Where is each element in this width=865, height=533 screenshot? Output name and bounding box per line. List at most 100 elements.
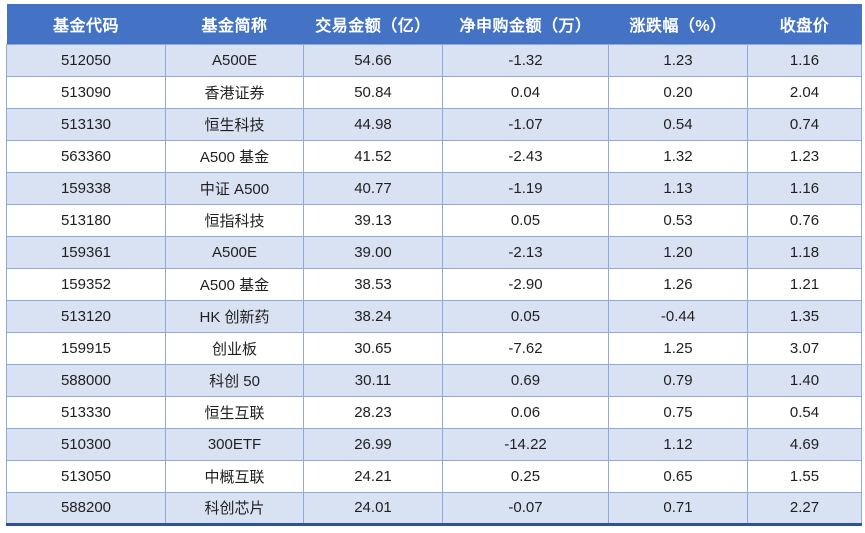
cell-fund-name: 中概互联 [165, 459, 304, 493]
table-row: 513130 恒生科技 44.98 -1.07 0.54 0.74 [6, 107, 862, 141]
cell-trade-amount: 40.77 [303, 171, 443, 205]
cell-change-pct: 0.79 [608, 363, 748, 397]
cell-trade-amount: 38.53 [303, 267, 443, 301]
cell-fund-code: 512050 [6, 43, 166, 77]
cell-change-pct: 0.65 [608, 459, 748, 493]
cell-trade-amount: 24.21 [303, 459, 443, 493]
cell-net-purchase-amount: -0.07 [442, 491, 609, 525]
cell-trade-amount: 38.24 [303, 299, 443, 333]
cell-fund-code: 510300 [6, 427, 166, 461]
cell-net-purchase-amount: 0.04 [442, 75, 609, 109]
cell-close-price: 2.04 [747, 75, 862, 109]
table-row: 159352 A500 基金 38.53 -2.90 1.26 1.21 [6, 267, 862, 301]
cell-fund-code: 513330 [6, 395, 166, 429]
cell-net-purchase-amount: -2.43 [442, 139, 609, 173]
cell-fund-code: 513050 [6, 459, 166, 493]
cell-change-pct: 0.53 [608, 203, 748, 237]
cell-net-purchase-amount: -2.90 [442, 267, 609, 301]
cell-close-price: 4.69 [747, 427, 862, 461]
cell-change-pct: 0.54 [608, 107, 748, 141]
cell-trade-amount: 54.66 [303, 43, 443, 77]
cell-net-purchase-amount: 0.25 [442, 459, 609, 493]
table-row: 513050 中概互联 24.21 0.25 0.65 1.55 [6, 459, 862, 493]
cell-change-pct: 1.32 [608, 139, 748, 173]
table-row: 563360 A500 基金 41.52 -2.43 1.32 1.23 [6, 139, 862, 173]
cell-close-price: 1.18 [747, 235, 862, 269]
cell-fund-name: 恒指科技 [165, 203, 304, 237]
cell-close-price: 0.76 [747, 203, 862, 237]
column-header-close-price: 收盘价 [747, 4, 862, 44]
cell-fund-code: 159352 [6, 267, 166, 301]
cell-net-purchase-amount: -1.07 [442, 107, 609, 141]
cell-change-pct: 1.23 [608, 43, 748, 77]
cell-trade-amount: 41.52 [303, 139, 443, 173]
cell-close-price: 1.21 [747, 267, 862, 301]
cell-change-pct: 0.71 [608, 491, 748, 525]
cell-change-pct: 1.26 [608, 267, 748, 301]
cell-close-price: 1.55 [747, 459, 862, 493]
cell-fund-code: 159338 [6, 171, 166, 205]
cell-net-purchase-amount: -1.32 [442, 43, 609, 77]
table-body: 512050 A500E 54.66 -1.32 1.23 1.16 513090 香港证券 5… [6, 43, 862, 525]
cell-close-price: 1.16 [747, 171, 862, 205]
cell-close-price: 1.35 [747, 299, 862, 333]
cell-fund-name: 科创 50 [165, 363, 304, 397]
cell-fund-code: 513180 [6, 203, 166, 237]
cell-fund-name: A500E [165, 235, 304, 269]
cell-close-price: 3.07 [747, 331, 862, 365]
cell-fund-code: 563360 [6, 139, 166, 173]
cell-trade-amount: 24.01 [303, 491, 443, 525]
table-row: 588000 科创 50 30.11 0.69 0.79 1.40 [6, 363, 862, 397]
cell-fund-name: 科创芯片 [165, 491, 304, 525]
cell-change-pct: 1.25 [608, 331, 748, 365]
cell-fund-name: 中证 A500 [165, 171, 304, 205]
cell-trade-amount: 39.13 [303, 203, 443, 237]
cell-trade-amount: 44.98 [303, 107, 443, 141]
cell-trade-amount: 30.65 [303, 331, 443, 365]
table-row: 512050 A500E 54.66 -1.32 1.23 1.16 [6, 43, 862, 77]
cell-trade-amount: 26.99 [303, 427, 443, 461]
cell-net-purchase-amount: 0.05 [442, 299, 609, 333]
cell-fund-code: 588000 [6, 363, 166, 397]
cell-net-purchase-amount: -2.13 [442, 235, 609, 269]
table-row: 513330 恒生互联 28.23 0.06 0.75 0.54 [6, 395, 862, 429]
table-row: 513090 香港证券 50.84 0.04 0.20 2.04 [6, 75, 862, 109]
cell-fund-name: A500 基金 [165, 267, 304, 301]
column-header-fund-name: 基金简称 [165, 4, 304, 44]
cell-close-price: 1.16 [747, 43, 862, 77]
cell-fund-code: 159361 [6, 235, 166, 269]
cell-trade-amount: 50.84 [303, 75, 443, 109]
cell-change-pct: 1.20 [608, 235, 748, 269]
cell-trade-amount: 28.23 [303, 395, 443, 429]
table-header-row: 基金代码 基金简称 交易金额（亿） 净申购金额（万） 涨跌幅（%） 收盘价 [6, 4, 862, 44]
cell-change-pct: -0.44 [608, 299, 748, 333]
cell-close-price: 1.23 [747, 139, 862, 173]
cell-fund-code: 513120 [6, 299, 166, 333]
cell-net-purchase-amount: -14.22 [442, 427, 609, 461]
column-header-trade-amount: 交易金额（亿） [303, 4, 443, 44]
cell-trade-amount: 39.00 [303, 235, 443, 269]
cell-close-price: 0.54 [747, 395, 862, 429]
cell-fund-name: A500 基金 [165, 139, 304, 173]
cell-fund-code: 159915 [6, 331, 166, 365]
cell-fund-name: 香港证券 [165, 75, 304, 109]
table-row: 159915 创业板 30.65 -7.62 1.25 3.07 [6, 331, 862, 365]
cell-fund-name: A500E [165, 43, 304, 77]
cell-close-price: 2.27 [747, 491, 862, 525]
table-row: 513120 HK 创新药 38.24 0.05 -0.44 1.35 [6, 299, 862, 333]
cell-trade-amount: 30.11 [303, 363, 443, 397]
table-row: 510300 300ETF 26.99 -14.22 1.12 4.69 [6, 427, 862, 461]
cell-change-pct: 0.20 [608, 75, 748, 109]
column-header-fund-code: 基金代码 [6, 4, 166, 44]
cell-net-purchase-amount: 0.06 [442, 395, 609, 429]
cell-fund-name: 创业板 [165, 331, 304, 365]
cell-close-price: 0.74 [747, 107, 862, 141]
cell-fund-code: 513090 [6, 75, 166, 109]
column-header-change-pct: 涨跌幅（%） [608, 4, 748, 44]
fund-table: 基金代码 基金简称 交易金额（亿） 净申购金额（万） 涨跌幅（%） 收盘价 512050 A… [6, 4, 862, 526]
cell-fund-code: 513130 [6, 107, 166, 141]
cell-fund-name: HK 创新药 [165, 299, 304, 333]
table-row: 588200 科创芯片 24.01 -0.07 0.71 2.27 [6, 491, 862, 525]
cell-net-purchase-amount: 0.05 [442, 203, 609, 237]
cell-close-price: 1.40 [747, 363, 862, 397]
